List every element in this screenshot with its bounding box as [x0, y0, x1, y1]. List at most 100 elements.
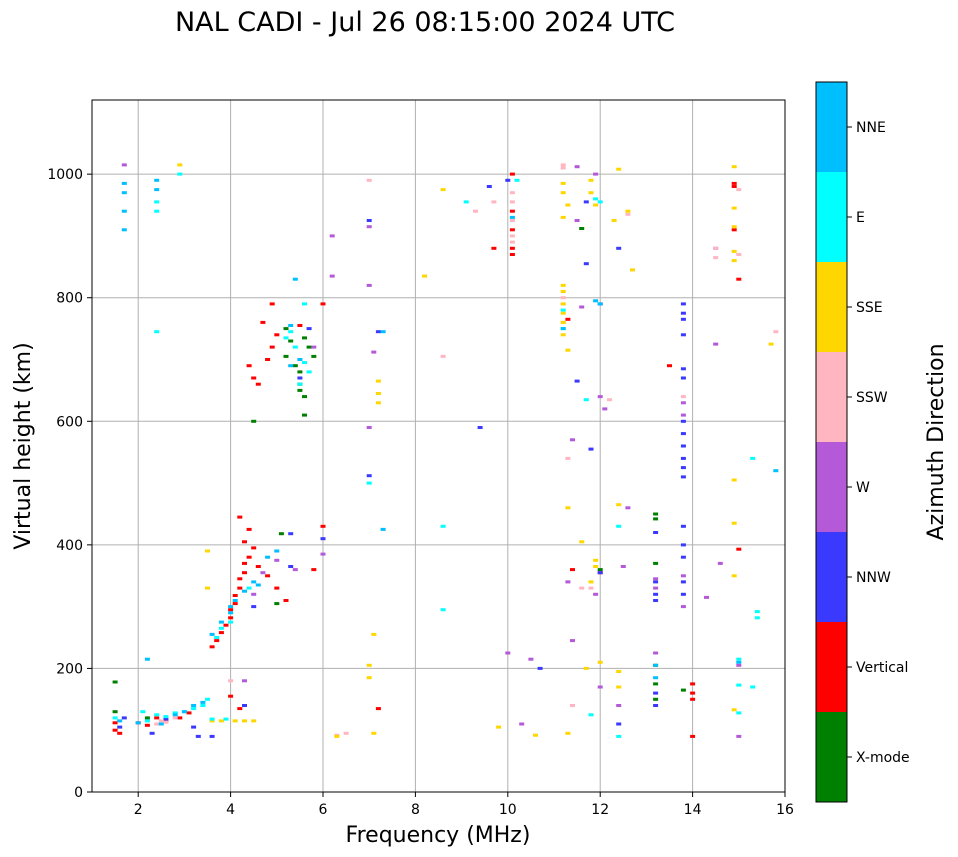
echo-point-x-mode [579, 227, 585, 230]
echo-point-e [736, 711, 742, 715]
echo-point-nne [144, 657, 150, 661]
echo-point-sse [232, 719, 238, 723]
echo-point-nnw [306, 327, 312, 331]
echo-point-x-mode [653, 697, 659, 701]
echo-point-nnw [320, 537, 326, 541]
colorbar-frame [815, 81, 848, 803]
echo-point-x-mode [274, 602, 280, 606]
echo-point-w [620, 565, 626, 568]
echo-point-sse [422, 274, 428, 278]
echo-point-nne [158, 722, 164, 726]
echo-point-nnw [209, 734, 215, 738]
echo-point-e [177, 172, 183, 176]
echo-point-nne [274, 549, 280, 553]
echo-point-vertical [509, 253, 515, 256]
echo-point-w [329, 274, 335, 278]
echo-point-x-mode [653, 512, 659, 516]
colorbar: X-mode Vertical NNW W SSW SSE E NNE [816, 82, 910, 802]
echo-point-w [597, 395, 603, 399]
echo-point-vertical [237, 586, 243, 590]
echo-point-vertical [246, 527, 252, 531]
echo-point-e [246, 586, 252, 590]
echo-point-w [717, 561, 723, 565]
echo-point-x-mode [251, 419, 257, 423]
echo-point-nne [154, 178, 160, 182]
colorbar-swatch-w [816, 442, 847, 532]
echo-point-vertical [283, 599, 289, 602]
echo-point-nnw [149, 731, 155, 735]
echo-point-nne [242, 589, 247, 593]
echo-point-e [154, 209, 160, 213]
echo-point-nnw [477, 426, 483, 429]
echo-point-nnw [680, 543, 686, 547]
echo-point-ssw [509, 240, 515, 244]
echo-point-nnw [653, 531, 659, 534]
echo-point-x-mode [297, 370, 303, 374]
y-axis-label: Virtual height (km) [11, 342, 36, 549]
echo-point-sse [583, 666, 589, 670]
echo-point-nnw [505, 178, 511, 182]
echo-point-e [440, 524, 446, 528]
x-tick-label: 6 [319, 802, 328, 818]
echo-point-ssw [680, 395, 686, 399]
echo-point-sse [560, 290, 566, 293]
colorbar-swatch-vertical [816, 622, 847, 712]
echo-point-sse [731, 206, 737, 210]
echo-point-w [274, 558, 280, 562]
echo-point-vertical [232, 594, 238, 597]
echo-point-w [680, 605, 686, 609]
colorbar-swatch-e [816, 172, 847, 262]
echo-point-w [329, 234, 335, 238]
echo-point-nne [228, 611, 234, 615]
x-tick-label: 12 [591, 802, 609, 818]
echo-point-nnw [251, 605, 257, 609]
echo-point-sse [533, 733, 538, 737]
echo-point-sse [588, 580, 594, 584]
echo-point-ssw [713, 256, 719, 260]
echo-point-nnw [653, 704, 659, 707]
echo-point-x-mode [653, 561, 659, 565]
echo-point-x-mode [653, 517, 659, 521]
echo-point-ssw [158, 719, 164, 723]
data-points [112, 163, 779, 738]
echo-point-sse [366, 663, 372, 667]
echo-point-nne [593, 299, 599, 303]
echo-point-w [574, 165, 580, 169]
colorbar-label-nne: NNE [856, 120, 886, 136]
echo-point-e [736, 683, 742, 687]
echo-point-ssw [588, 586, 594, 590]
echo-point-nne [509, 215, 515, 219]
echo-point-nnw [288, 532, 294, 536]
echo-point-ssw [713, 246, 719, 250]
echo-point-nne [121, 209, 127, 213]
echo-point-e [154, 330, 160, 334]
echo-point-sse [593, 203, 599, 207]
echo-point-w [616, 704, 622, 707]
echo-point-nnw [616, 246, 622, 250]
echo-point-ssw [491, 200, 497, 204]
echo-point-nne [597, 302, 603, 306]
echo-point-nne [121, 191, 127, 195]
echo-point-sse [560, 320, 566, 324]
echo-point-nnw [375, 330, 381, 334]
echo-point-vertical [274, 333, 280, 337]
echo-point-ssw [570, 704, 575, 707]
echo-point-nnw [680, 592, 686, 596]
echo-point-nnw [163, 717, 169, 721]
colorbar-label: Azimuth Direction [924, 343, 949, 540]
echo-point-e [209, 717, 215, 721]
colorbar-swatch-sse [816, 262, 847, 352]
echo-point-w [653, 586, 659, 590]
echo-point-sse [560, 191, 566, 195]
echo-point-sse [371, 731, 377, 735]
y-tick-label: 200 [56, 661, 83, 677]
echo-point-ssw [560, 163, 566, 167]
echo-point-sse [209, 719, 215, 723]
echo-point-e [616, 524, 622, 528]
echo-point-sse [597, 660, 603, 664]
echo-point-sse [560, 215, 566, 219]
echo-point-nne [228, 605, 234, 609]
echo-point-e [366, 481, 372, 485]
echo-point-nnw [680, 419, 686, 423]
